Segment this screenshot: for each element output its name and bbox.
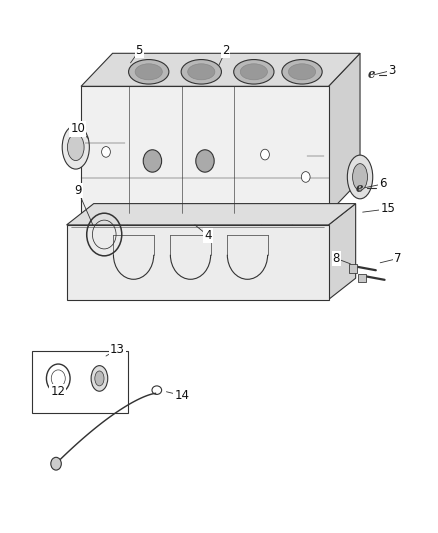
FancyBboxPatch shape — [32, 351, 128, 413]
Text: 6: 6 — [379, 177, 387, 190]
Ellipse shape — [91, 366, 108, 391]
Text: 14: 14 — [174, 389, 189, 402]
FancyBboxPatch shape — [81, 86, 328, 213]
Ellipse shape — [240, 64, 268, 80]
Text: e: e — [355, 182, 363, 195]
Text: 12: 12 — [50, 385, 65, 398]
Text: 2: 2 — [222, 44, 230, 57]
Text: 4: 4 — [204, 229, 212, 242]
Text: 15: 15 — [380, 203, 395, 215]
Circle shape — [143, 150, 162, 172]
Circle shape — [301, 172, 310, 182]
Ellipse shape — [95, 371, 104, 386]
Ellipse shape — [347, 155, 373, 199]
Ellipse shape — [181, 60, 222, 84]
Circle shape — [196, 150, 214, 172]
Ellipse shape — [188, 64, 215, 80]
Ellipse shape — [67, 134, 84, 160]
Text: e: e — [367, 68, 375, 81]
FancyBboxPatch shape — [358, 274, 366, 282]
Circle shape — [102, 147, 110, 157]
Ellipse shape — [234, 60, 274, 84]
Polygon shape — [81, 53, 360, 86]
Ellipse shape — [129, 60, 169, 84]
Ellipse shape — [282, 60, 322, 84]
Text: 9: 9 — [74, 184, 82, 197]
Ellipse shape — [289, 64, 316, 80]
Text: 10: 10 — [71, 123, 85, 135]
Polygon shape — [328, 53, 360, 213]
Text: 8: 8 — [333, 252, 340, 265]
Polygon shape — [67, 204, 356, 225]
Text: 5: 5 — [136, 44, 143, 57]
FancyBboxPatch shape — [67, 225, 328, 300]
Text: 13: 13 — [110, 343, 125, 356]
FancyBboxPatch shape — [95, 211, 127, 233]
Circle shape — [261, 149, 269, 160]
Circle shape — [51, 457, 61, 470]
FancyBboxPatch shape — [349, 264, 357, 273]
Text: 3: 3 — [389, 64, 396, 77]
Ellipse shape — [353, 164, 367, 190]
Polygon shape — [328, 204, 356, 300]
FancyBboxPatch shape — [261, 211, 292, 233]
Ellipse shape — [135, 64, 162, 80]
Ellipse shape — [62, 125, 89, 169]
Text: 7: 7 — [394, 252, 402, 265]
